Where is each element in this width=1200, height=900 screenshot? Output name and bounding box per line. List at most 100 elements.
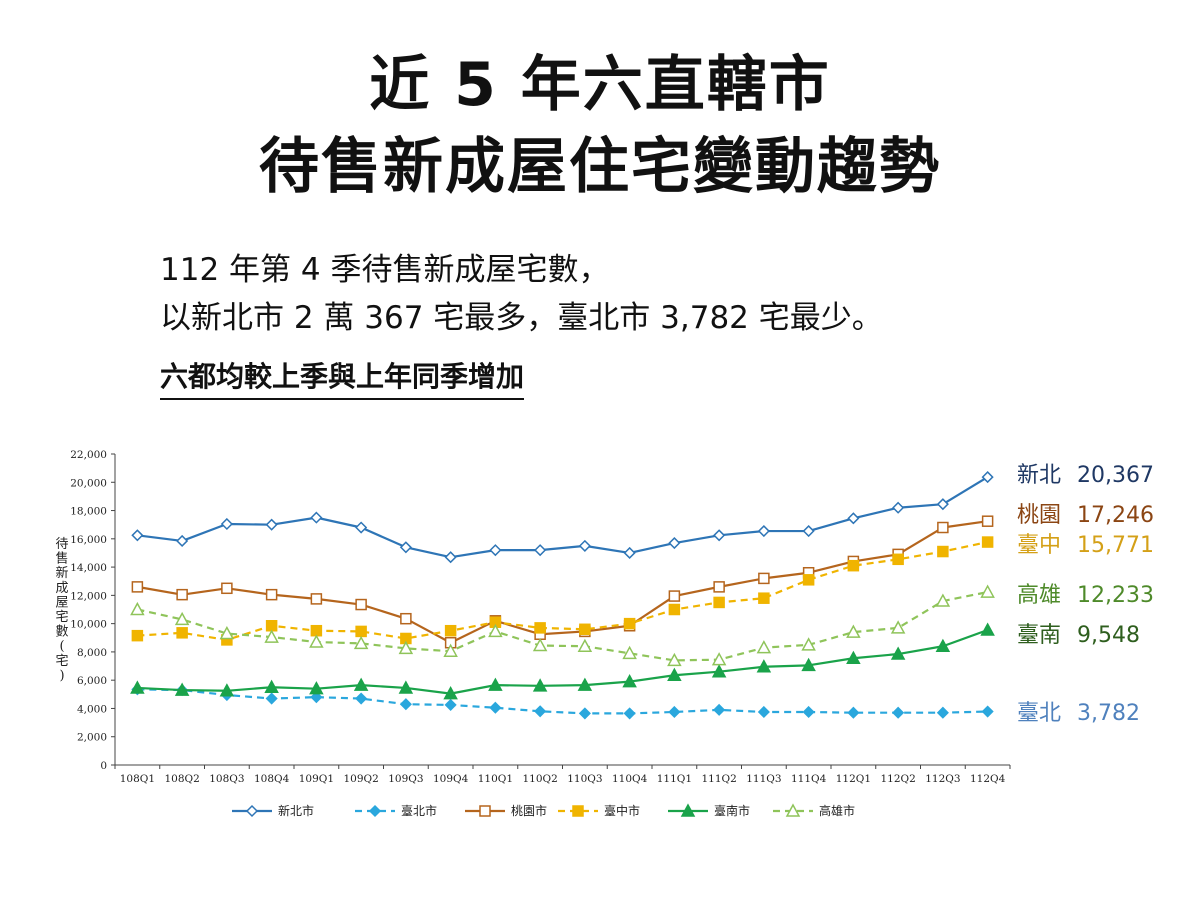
y-tick-label: 8,000 [77, 647, 107, 659]
data-point [801, 637, 816, 651]
data-point [355, 625, 367, 638]
data-point [577, 638, 593, 653]
data-point [890, 620, 906, 634]
data-point [444, 698, 457, 711]
data-point [534, 705, 547, 718]
y-tick-label: 16,000 [70, 534, 107, 546]
data-point [668, 536, 681, 550]
y-axis-label-char: 宅 [55, 610, 68, 625]
page-title-line2: 待售新成屋住宅變動趨勢 [259, 132, 941, 202]
data-point [756, 640, 772, 654]
summary-line2: 以新北市 2 萬 367 宅最多，臺北市 3,782 宅最少。 [160, 300, 883, 336]
data-point [578, 707, 591, 720]
y-axis-label-char: 待 [55, 537, 68, 552]
data-point [936, 498, 949, 511]
legend-label: 新北市 [278, 803, 314, 818]
data-point [130, 680, 145, 694]
data-point [892, 706, 905, 719]
y-tick-label: 0 [100, 760, 107, 772]
y-tick-label: 6,000 [77, 675, 107, 687]
data-point [130, 601, 145, 616]
data-point [981, 515, 994, 527]
y-axis-label-char: 成 [55, 581, 68, 596]
data-point [668, 590, 681, 602]
data-point [221, 582, 233, 595]
data-point [667, 652, 682, 667]
y-tick-label: 14,000 [70, 562, 107, 574]
y-tick-label: 4,000 [77, 703, 107, 715]
data-point [355, 692, 368, 705]
data-point [265, 620, 278, 632]
data-point [310, 511, 323, 524]
data-point [622, 645, 637, 660]
end-label-name: 高雄 [1017, 583, 1061, 608]
data-point [711, 664, 727, 678]
data-point [131, 529, 144, 542]
data-point [711, 652, 727, 666]
end-label-name: 臺北 [1017, 701, 1061, 726]
series-line [137, 540, 988, 641]
x-tick-label: 108Q3 [209, 773, 244, 785]
series-0 [131, 471, 994, 564]
data-point [444, 551, 457, 564]
data-point [980, 622, 995, 636]
data-point [219, 683, 235, 697]
data-point [131, 629, 144, 642]
data-point [176, 534, 189, 547]
data-point [623, 546, 636, 560]
legend-marker [368, 804, 382, 818]
x-tick-label: 110Q4 [612, 773, 648, 785]
data-point [265, 518, 278, 531]
data-point [802, 524, 815, 538]
series-line [137, 590, 988, 662]
data-point [399, 698, 412, 711]
series-4 [130, 622, 995, 700]
end-label-name: 桃園 [1017, 503, 1061, 528]
data-point [489, 701, 502, 714]
end-label-name: 臺南 [1017, 623, 1061, 648]
data-point [758, 572, 770, 585]
y-tick-label: 22,000 [70, 449, 107, 461]
chart-legend: 新北市 臺北市 桃園市 臺中市 臺南市 高雄市 [232, 803, 855, 818]
data-point [400, 612, 412, 625]
data-point [220, 517, 233, 531]
data-point [443, 686, 458, 700]
data-point [534, 544, 547, 557]
data-point [668, 603, 681, 616]
end-label-name: 臺中 [1017, 533, 1061, 558]
x-tick-label: 108Q1 [120, 773, 155, 785]
y-tick-label: 18,000 [70, 506, 107, 518]
legend-label: 臺北市 [401, 803, 437, 818]
end-label-value: 20,367 [1077, 463, 1154, 488]
x-tick-label: 111Q2 [701, 773, 736, 785]
data-point [757, 524, 770, 538]
data-point [936, 706, 949, 719]
data-point [802, 574, 815, 586]
x-tick-label: 111Q1 [657, 773, 692, 785]
x-tick-label: 111Q3 [746, 773, 781, 785]
x-tick-label: 109Q2 [343, 773, 378, 785]
y-axis-label-char: 數 [55, 625, 68, 640]
data-point [935, 638, 951, 653]
series-line [137, 476, 989, 559]
end-label-value: 9,548 [1077, 623, 1140, 648]
y-tick-label: 10,000 [70, 619, 107, 631]
data-point [578, 539, 591, 552]
data-point [935, 593, 951, 607]
data-point [577, 677, 593, 691]
data-point [264, 629, 279, 643]
legend-marker [572, 805, 584, 817]
y-axis-label-char: 售 [55, 551, 68, 567]
end-label-value: 12,233 [1077, 583, 1154, 608]
legend-marker [479, 805, 491, 817]
x-tick-label: 110Q2 [522, 773, 557, 785]
data-point [757, 705, 770, 719]
data-point [890, 646, 906, 660]
data-point [892, 501, 905, 514]
data-point [309, 634, 324, 648]
x-tick-label: 109Q1 [299, 773, 334, 785]
legend-label: 臺南市 [714, 803, 750, 818]
x-tick-label: 109Q3 [388, 773, 423, 785]
data-point [846, 624, 861, 638]
series-5 [130, 584, 995, 667]
